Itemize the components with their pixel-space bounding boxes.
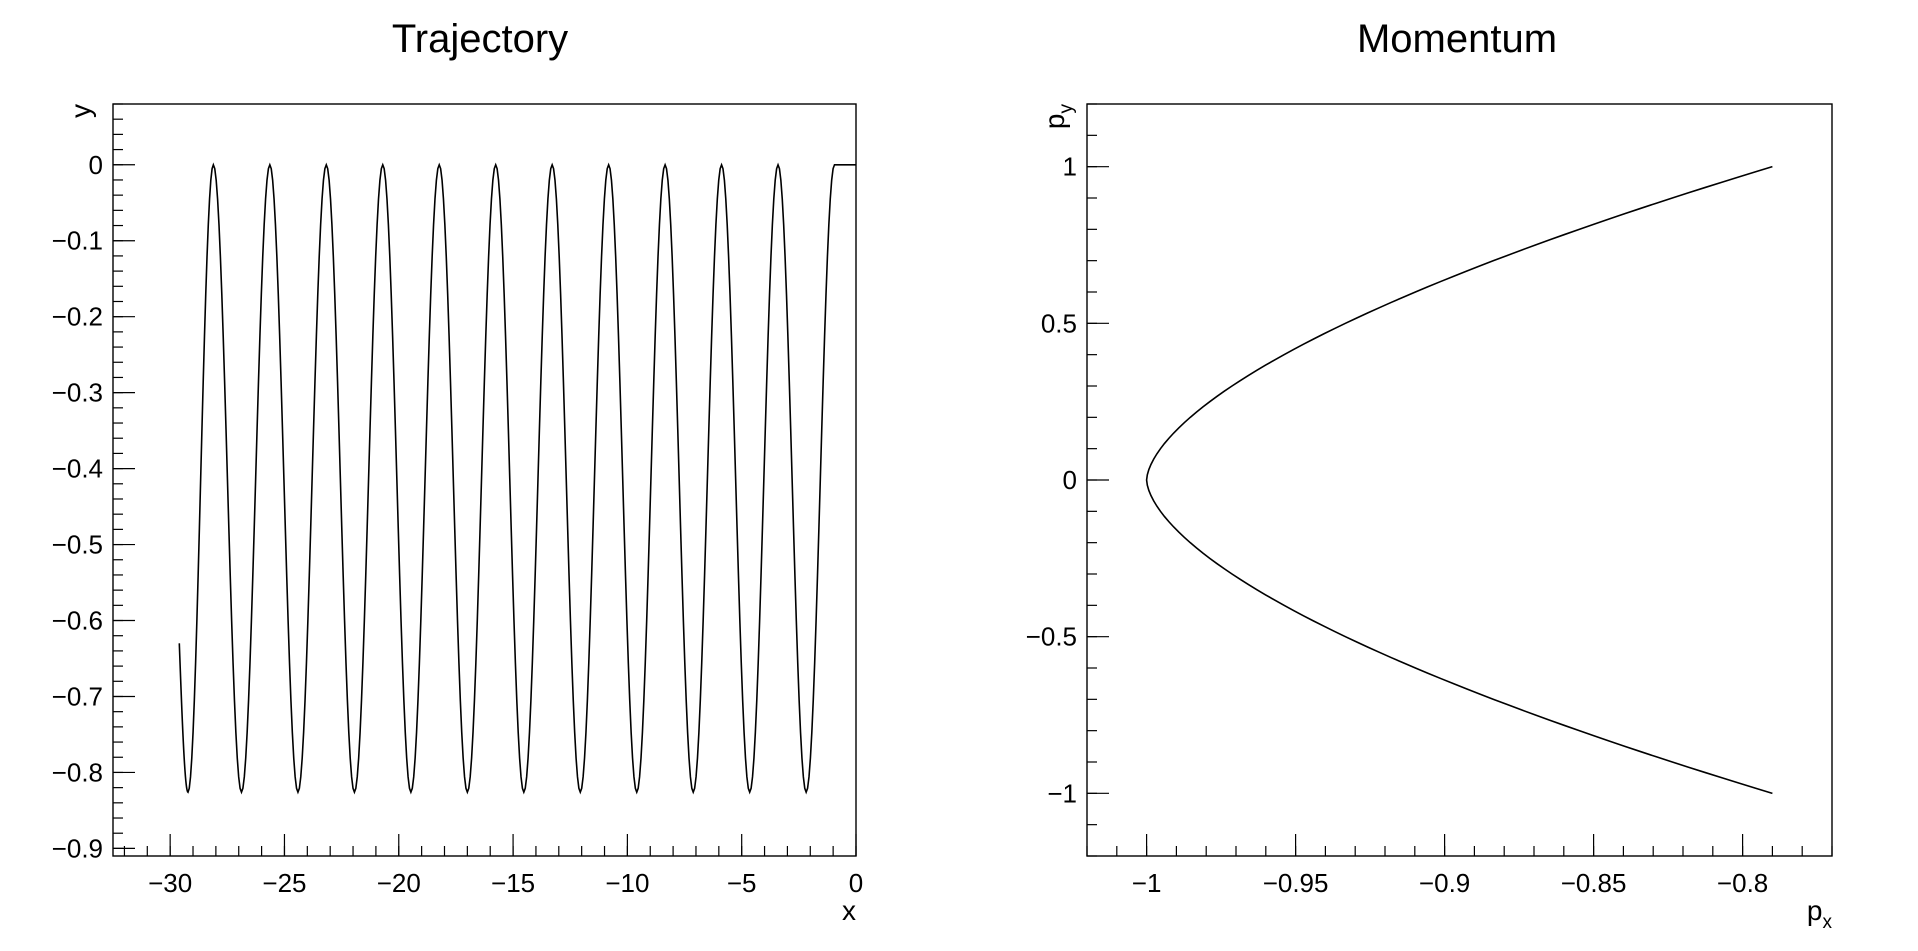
y-tick-label: −0.5: [1026, 622, 1077, 652]
y-axis-label: py: [1039, 104, 1077, 130]
x-tick-label: −0.9: [1419, 868, 1470, 898]
y-tick-label: −0.1: [52, 226, 103, 256]
y-tick-label: 0.5: [1041, 308, 1077, 338]
y-tick-label: −0.6: [52, 606, 103, 636]
y-tick-label: 0: [1063, 465, 1077, 495]
trajectory-series-line: [178, 162, 856, 795]
x-tick-label: −10: [605, 868, 649, 898]
y-axis-ticks: 0 −0.1 −0.2 −0.3 −0.4 −0.5 −0.6 −0.7 −0.8 −0.9: [52, 150, 135, 863]
y-tick-label: −0.3: [52, 378, 103, 408]
momentum-series-line: [1145, 165, 1773, 795]
x-tick-label: −0.95: [1263, 868, 1329, 898]
trajectory-panel: Trajectory −30 −25 −20 −15 −10 −5 0 0 −0.1 −0.2 −…: [52, 17, 864, 926]
x-tick-label: −0.8: [1717, 868, 1768, 898]
y-tick-label: −0.5: [52, 530, 103, 560]
y-tick-label: −0.4: [52, 454, 103, 484]
x-tick-label: −30: [148, 868, 192, 898]
x-axis-label: x: [842, 895, 856, 926]
x-tick-label: −5: [727, 868, 757, 898]
x-tick-label: 0: [849, 868, 863, 898]
plot-frame: [112, 103, 857, 857]
x-axis-label: px: [1807, 895, 1833, 933]
y-tick-label: −0.8: [52, 757, 103, 787]
x-tick-label: −1: [1132, 868, 1162, 898]
chart-title: Momentum: [1357, 17, 1557, 61]
x-tick-label: −0.85: [1561, 868, 1627, 898]
x-tick-label: −20: [377, 868, 421, 898]
y-tick-label: −0.9: [52, 833, 103, 863]
momentum-panel: Momentum −1 −0.95 −0.9 −0.85 −0.8 1 0.5 0 −0.5 −…: [1026, 17, 1833, 933]
y-axis-ticks: 1 0.5 0 −0.5 −1: [1026, 152, 1109, 808]
y-tick-label: −0.7: [52, 681, 103, 711]
chart-title: Trajectory: [392, 17, 568, 61]
y-axis-label: y: [65, 104, 96, 118]
y-tick-label: −0.2: [52, 302, 103, 332]
y-tick-label: −1: [1047, 778, 1077, 808]
y-tick-label: 0: [89, 150, 103, 180]
x-axis-ticks: −30 −25 −20 −15 −10 −5 0: [148, 834, 863, 898]
x-tick-label: −25: [262, 868, 306, 898]
y-tick-label: 1: [1063, 152, 1077, 182]
x-tick-label: −15: [491, 868, 535, 898]
x-axis-ticks: −1 −0.95 −0.9 −0.85 −0.8: [1132, 834, 1768, 898]
